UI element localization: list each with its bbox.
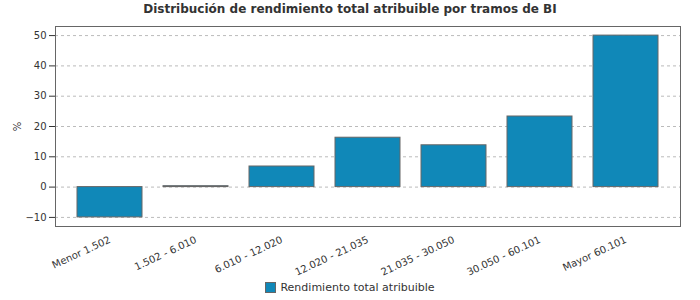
- svg-text:50: 50: [34, 30, 47, 41]
- svg-text:10: 10: [34, 151, 47, 162]
- svg-text:−10: −10: [25, 212, 46, 223]
- svg-text:30.050 - 60.101: 30.050 - 60.101: [465, 234, 542, 276]
- svg-text:6.010 - 12.020: 6.010 - 12.020: [213, 234, 284, 275]
- svg-text:1.502 - 6.010: 1.502 - 6.010: [133, 234, 199, 272]
- svg-text:Menor 1.502: Menor 1.502: [50, 234, 112, 271]
- svg-text:20: 20: [34, 121, 47, 132]
- html-text:Rendimiento total atribuible: Rendimiento total atribuible: [280, 280, 435, 294]
- svg-text:21.035 - 30.050: 21.035 - 30.050: [379, 234, 456, 276]
- svg-text:0: 0: [40, 181, 46, 192]
- svg-text:%: %: [12, 122, 23, 132]
- svg-text:40: 40: [34, 60, 47, 71]
- svg-text:30: 30: [34, 90, 47, 101]
- svg-text:Mayor 60.101: Mayor 60.101: [561, 234, 628, 273]
- html-text:Distribución de rendimiento to: Distribución de rendimiento total atribu…: [143, 2, 557, 16]
- svg-text:12.020 - 21.035: 12.020 - 21.035: [293, 234, 370, 276]
